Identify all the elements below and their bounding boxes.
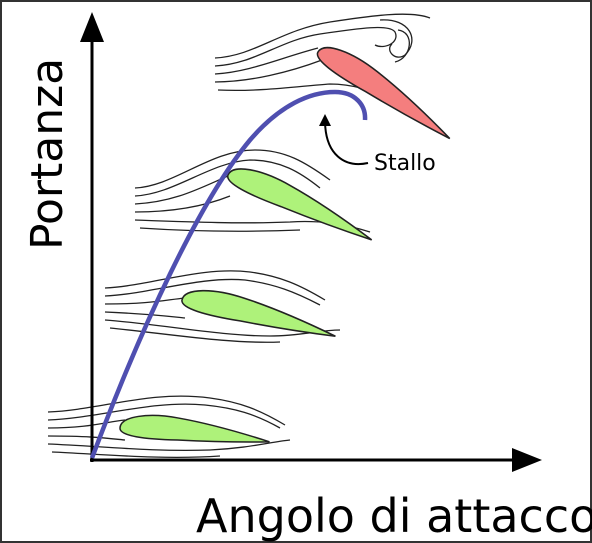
stall-label: Stallo: [374, 151, 436, 176]
x-axis-label: Angolo di attacco: [196, 489, 592, 543]
y-axis-label: Portanza: [22, 58, 73, 250]
diagram: Stallo Angolo di attacco Portanza: [0, 0, 592, 543]
